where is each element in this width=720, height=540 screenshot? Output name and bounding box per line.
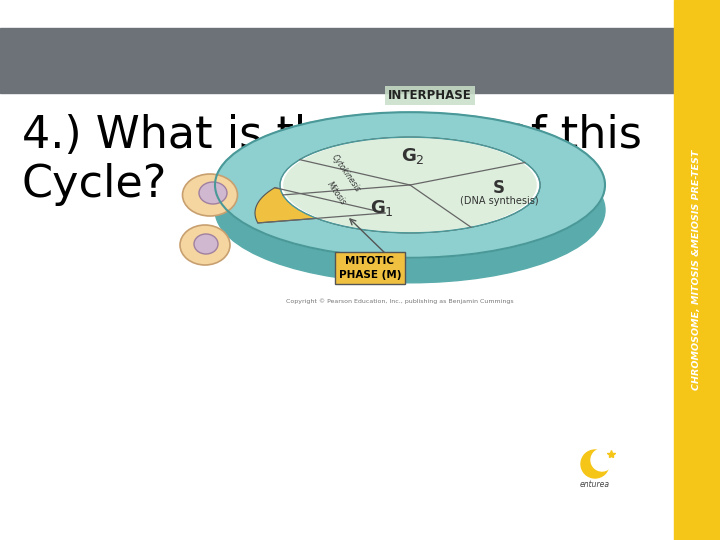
Polygon shape <box>410 163 540 227</box>
Text: MITOTIC
PHASE (M): MITOTIC PHASE (M) <box>338 256 401 280</box>
Ellipse shape <box>199 182 227 204</box>
Ellipse shape <box>284 139 536 232</box>
Text: Cytokinesis: Cytokinesis <box>330 153 362 194</box>
Ellipse shape <box>215 112 605 258</box>
Bar <box>0 28 674 93</box>
Ellipse shape <box>194 234 218 254</box>
Ellipse shape <box>215 137 605 283</box>
Text: Cycle?: Cycle? <box>22 164 167 206</box>
Bar <box>674 0 720 540</box>
Text: Copyright © Pearson Education, Inc., publishing as Benjamin Cummings: Copyright © Pearson Education, Inc., pub… <box>286 298 514 303</box>
Text: enturea: enturea <box>580 480 610 489</box>
Text: S: S <box>493 179 505 197</box>
Polygon shape <box>300 137 525 185</box>
Ellipse shape <box>180 225 230 265</box>
Text: (DNA synthesis): (DNA synthesis) <box>460 195 539 206</box>
Polygon shape <box>283 185 471 233</box>
Ellipse shape <box>591 449 613 471</box>
Text: G$_2$: G$_2$ <box>401 146 425 166</box>
Ellipse shape <box>182 174 238 216</box>
Ellipse shape <box>280 162 540 258</box>
Text: CHROMOSOME, MITOSIS &MEIOSIS PRE-TEST: CHROMOSOME, MITOSIS &MEIOSIS PRE-TEST <box>693 150 701 390</box>
Polygon shape <box>255 187 385 223</box>
Ellipse shape <box>581 450 609 478</box>
Text: 4.) What is the name of this: 4.) What is the name of this <box>22 113 642 157</box>
Text: G$_1$: G$_1$ <box>369 198 393 218</box>
Ellipse shape <box>280 137 540 233</box>
Text: Mitosis: Mitosis <box>325 180 348 207</box>
Text: INTERPHASE: INTERPHASE <box>388 89 472 102</box>
